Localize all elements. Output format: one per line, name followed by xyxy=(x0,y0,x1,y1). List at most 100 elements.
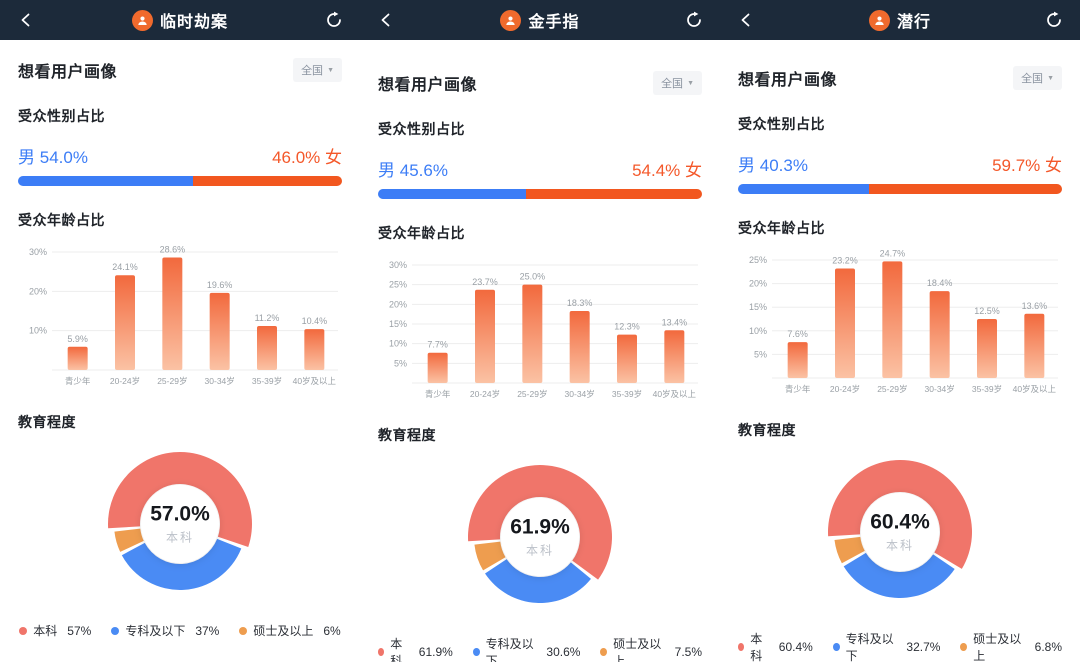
svg-text:20%: 20% xyxy=(29,286,47,296)
svg-text:15%: 15% xyxy=(389,319,407,329)
refresh-button[interactable] xyxy=(682,8,706,32)
back-chevron-icon xyxy=(741,13,750,27)
svg-text:7.7%: 7.7% xyxy=(427,340,448,350)
age-bar xyxy=(475,289,495,383)
gender-ratio-bar xyxy=(378,189,702,199)
svg-text:19.6%: 19.6% xyxy=(207,280,233,290)
movie-profile-screen: 潜行 想看用户画像 全国 ▼ 受众性别占比 男 xyxy=(720,0,1080,662)
gender-ratio-bar xyxy=(738,184,1062,194)
movie-profile-screen: 金手指 想看用户画像 全国 ▼ 受众性别占比 男 xyxy=(360,0,720,662)
svg-text:13.6%: 13.6% xyxy=(1022,301,1048,311)
page-title: 想看用户画像 xyxy=(738,72,838,89)
legend-dot-icon xyxy=(111,626,120,635)
age-bar xyxy=(977,319,997,378)
movie-title: 临时劫案 xyxy=(159,14,228,31)
legend-value: 60.4% xyxy=(778,640,813,654)
profile-header-row: 想看用户画像 全国 ▼ xyxy=(18,58,342,82)
age-bar xyxy=(67,346,88,370)
refresh-button[interactable] xyxy=(1042,8,1066,32)
refresh-icon xyxy=(1047,11,1061,27)
svg-text:10.4%: 10.4% xyxy=(302,316,328,326)
svg-text:35-39岁: 35-39岁 xyxy=(612,389,642,399)
education-section-title: 教育程度 xyxy=(738,422,796,438)
legend-value: 30.6% xyxy=(546,645,581,659)
dropdown-caret-icon: ▼ xyxy=(687,79,694,87)
svg-text:12.3%: 12.3% xyxy=(614,322,640,332)
legend-dot-icon xyxy=(738,643,745,651)
male-percentage: 男 40.3% xyxy=(738,156,808,175)
female-label: 女 xyxy=(325,148,342,167)
gender-section-title: 受众性别占比 xyxy=(378,121,465,137)
donut-slice xyxy=(474,541,506,571)
legend-label: 硕士及以上 xyxy=(253,624,314,638)
svg-text:30-34岁: 30-34岁 xyxy=(205,376,235,386)
donut-center-label: 60.4% 本科 xyxy=(870,511,930,554)
legend-dot-icon xyxy=(832,643,840,651)
donut-slice xyxy=(834,536,865,564)
svg-text:25%: 25% xyxy=(389,280,407,290)
region-dropdown[interactable]: 全国 ▼ xyxy=(653,71,702,95)
svg-text:28.6%: 28.6% xyxy=(160,245,186,255)
male-percentage: 男 45.6% xyxy=(378,161,448,180)
gender-labels-row: 男 54.0% 46.0% 女 xyxy=(18,143,342,168)
male-label: 男 xyxy=(738,156,755,175)
female-label: 女 xyxy=(685,161,702,180)
legend-value: 32.7% xyxy=(906,640,941,654)
donut-slice xyxy=(468,465,612,580)
legend-value: 6% xyxy=(323,623,341,638)
svg-text:20%: 20% xyxy=(749,279,767,289)
svg-text:30%: 30% xyxy=(29,247,47,257)
svg-text:15%: 15% xyxy=(749,302,767,312)
female-percentage: 59.7% 女 xyxy=(992,156,1062,175)
page-title: 想看用户画像 xyxy=(378,77,478,94)
legend-label: 专科及以下 xyxy=(845,632,894,662)
donut-center-percentage: 60.4% xyxy=(870,510,930,534)
education-donut-wrap: 60.4% 本科 xyxy=(812,444,988,620)
education-donut-chart xyxy=(108,452,252,590)
female-bar-segment xyxy=(525,189,702,199)
svg-text:25-29岁: 25-29岁 xyxy=(877,384,907,394)
donut-slice xyxy=(828,460,972,569)
refresh-button[interactable] xyxy=(322,8,346,32)
region-dropdown[interactable]: 全国 ▼ xyxy=(293,58,342,82)
movie-poster-icon xyxy=(868,9,890,31)
education-donut-chart xyxy=(828,460,972,598)
svg-text:10%: 10% xyxy=(389,339,407,349)
education-section-title: 教育程度 xyxy=(378,427,436,443)
female-percentage: 54.4% 女 xyxy=(632,161,702,180)
legend-dot-icon xyxy=(472,648,480,656)
education-donut-wrap: 57.0% 本科 xyxy=(92,436,268,612)
donut-slice xyxy=(108,452,252,547)
app-bar-title: 临时劫案 xyxy=(131,8,228,32)
region-label: 全国 xyxy=(661,78,684,90)
legend-item-college-or-below: 专科及以下 32.7% xyxy=(832,630,941,662)
dropdown-caret-icon: ▼ xyxy=(327,66,334,74)
legend-dot-icon xyxy=(960,643,968,651)
svg-text:30%: 30% xyxy=(389,260,407,270)
education-donut-chart xyxy=(468,465,612,603)
back-button[interactable] xyxy=(14,8,38,32)
age-bar xyxy=(617,334,637,383)
legend-label: 硕士及以上 xyxy=(613,637,662,662)
svg-text:11.2%: 11.2% xyxy=(255,313,280,323)
legend-item-bachelor: 本科 57% xyxy=(19,622,91,639)
back-button[interactable] xyxy=(374,8,398,32)
svg-text:40岁及以上: 40岁及以上 xyxy=(293,376,337,386)
legend-label: 专科及以下 xyxy=(125,624,186,638)
age-bar xyxy=(522,284,543,383)
app-bar: 临时劫案 xyxy=(0,0,360,40)
male-percentage: 男 54.0% xyxy=(18,148,88,167)
legend-item-bachelor: 本科 61.9% xyxy=(378,635,453,662)
region-dropdown[interactable]: 全国 ▼ xyxy=(1013,66,1062,90)
donut-slice xyxy=(485,559,591,603)
education-legend: 本科 60.4% 专科及以下 32.7% 硕士及以上 6.8% xyxy=(738,630,1062,662)
back-chevron-icon xyxy=(381,13,390,27)
back-button[interactable] xyxy=(734,8,758,32)
legend-label: 本科 xyxy=(33,624,58,638)
gender-section-title: 受众性别占比 xyxy=(738,116,825,132)
refresh-icon xyxy=(327,11,341,27)
donut-center-percentage: 57.0% xyxy=(150,502,210,526)
page-content: 想看用户画像 全国 ▼ 受众性别占比 男 40.3% 59.7% 女 xyxy=(720,40,1080,662)
svg-text:25%: 25% xyxy=(749,255,767,265)
gender-ratio-bar xyxy=(18,176,342,186)
